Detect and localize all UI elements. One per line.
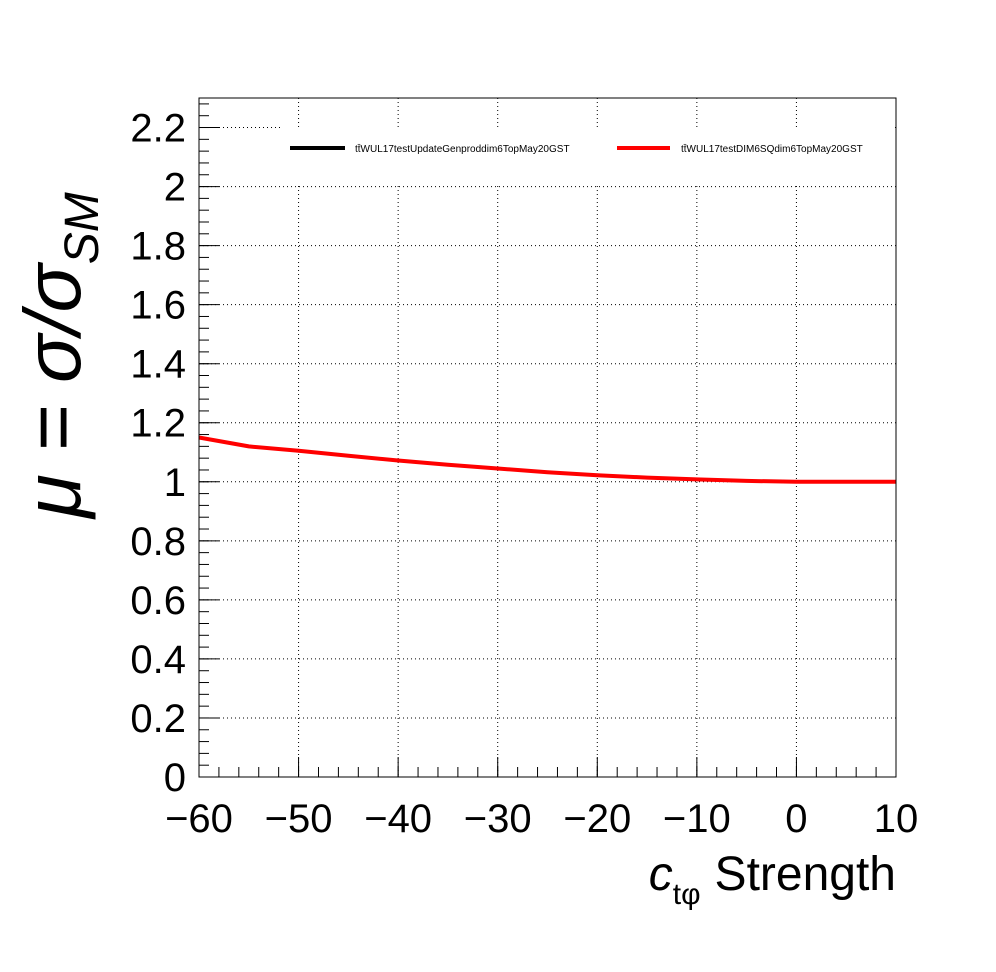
x-tick-label: −20	[563, 797, 631, 841]
y-tick-label: 2	[164, 166, 186, 210]
x-axis-label-text: Strength	[715, 848, 896, 901]
series-line-2	[198, 435, 896, 484]
legend-box	[280, 127, 895, 183]
legend-label-series-2: tt̄WUL17testDIM6SQdim6TopMay20GST	[681, 143, 863, 155]
x-tick-label: −30	[464, 797, 532, 841]
y-tick-label: 1.8	[130, 225, 186, 269]
series-lines	[198, 435, 896, 484]
y-axis-label-main: μ = σ/σ	[8, 262, 97, 520]
x-tick-label: 10	[874, 797, 919, 841]
y-tick-label: 0.4	[130, 638, 186, 682]
x-tick-label: 0	[785, 797, 807, 841]
x-axis-symbol: c	[649, 848, 673, 901]
y-axis-title: μ = σ/σSM	[8, 192, 109, 520]
y-tick-labels: 0 0.2 0.4 0.6 0.8 1 1.2 1.4 1.6 1.8 2 2.2	[130, 107, 186, 800]
x-axis-title: ctφ Strength	[649, 848, 896, 911]
y-axis-label-subscript: SM	[56, 192, 109, 264]
x-tick-label: −40	[364, 797, 432, 841]
y-tick-label: 1.6	[130, 284, 186, 328]
legend: tt̄WUL17testUpdateGenproddim6TopMay20GST…	[280, 127, 895, 183]
plot-frame	[198, 97, 897, 778]
y-tick-label: 0	[164, 756, 186, 800]
y-tick-label: 1	[164, 461, 186, 505]
x-tick-label: −10	[663, 797, 731, 841]
y-tick-label: 2.2	[130, 107, 186, 151]
x-tick-label: −50	[265, 797, 333, 841]
y-tick-label: 1.4	[130, 343, 186, 387]
y-tick-label: 0.6	[130, 579, 186, 623]
y-tick-label: 0.8	[130, 520, 186, 564]
x-tick-labels: −60 −50 −40 −30 −20 −10 0 10	[165, 797, 918, 841]
major-ticks	[198, 127, 897, 778]
legend-label-series-1: tt̄WUL17testUpdateGenproddim6TopMay20GST	[355, 143, 570, 155]
y-tick-label: 1.2	[130, 402, 186, 446]
x-tick-label: −60	[165, 797, 233, 841]
y-tick-label: 0.2	[130, 697, 186, 741]
x-axis-subscript: tφ	[673, 878, 701, 911]
